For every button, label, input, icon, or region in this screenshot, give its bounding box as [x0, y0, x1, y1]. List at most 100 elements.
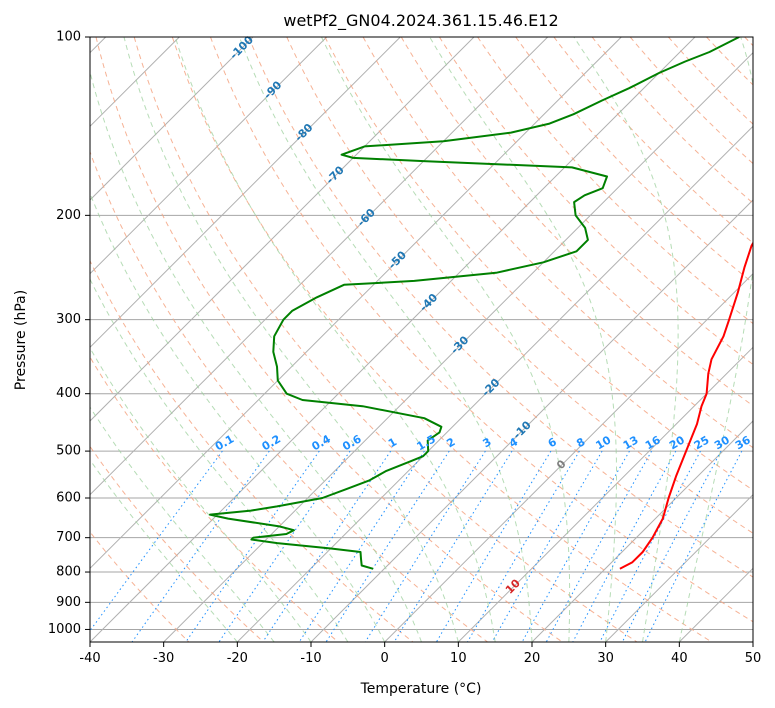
mixing-ratio-line: [325, 450, 450, 642]
axes: -40 -30 -20 -10 0 10 20 30 40 5010020030040050060…: [48, 30, 761, 667]
isotherm-line: [310, 199, 753, 642]
mixing-ratio-label: 0.2: [260, 432, 283, 453]
dry-adiabat: [438, 37, 753, 366]
y-tick-label: 200: [56, 208, 81, 223]
plot-frame: [89, 36, 754, 643]
dry-adiabat: [90, 531, 190, 642]
x-tick-label: 30: [597, 651, 614, 666]
dry-adiabat: [706, 37, 753, 86]
mixing-ratio-label: 30: [712, 433, 732, 452]
y-tick-label: 100: [56, 30, 81, 45]
dry-adiabat: [133, 37, 638, 642]
mixing-ratio-label: 0.6: [340, 432, 364, 453]
x-axis-label: Temperature (°C): [360, 681, 482, 697]
moist-adiabat: [90, 406, 275, 642]
chart-title: wetPf2_GN04.2024.361.15.46.E12: [283, 11, 558, 31]
mixing-ratio-line: [491, 450, 603, 642]
y-tick-label: 400: [56, 386, 81, 401]
mixing-ratio-label: 20: [667, 433, 687, 452]
mixing-ratio-label: 10: [594, 433, 614, 452]
mixing-ratio-line: [521, 450, 630, 642]
dry-adiabat: [90, 445, 264, 642]
mixing-ratio-line: [364, 450, 486, 642]
moist-adiabat: [573, 37, 679, 642]
mixing-ratio-line: [545, 450, 653, 642]
y-tick-label: 900: [56, 595, 81, 610]
isotherm-line: [90, 37, 475, 422]
x-tick-label: 0: [381, 651, 389, 666]
mixing-ratio-line: [298, 450, 425, 642]
mixing-ratio-line: [131, 450, 270, 642]
moist-adiabat: [321, 37, 571, 642]
isotherm-line: [90, 37, 549, 496]
moist-adiabat: [90, 70, 422, 642]
isotherm-line: [457, 346, 753, 642]
temperature-profile: [619, 241, 753, 570]
dry-adiabat: [90, 150, 488, 642]
moist-adiabat: [123, 37, 459, 642]
mixing-ratio-line: [621, 450, 722, 642]
moist-adiabat: [90, 459, 238, 642]
moist-adiabat: [90, 277, 349, 642]
y-tick-label: 500: [56, 444, 81, 459]
isotherm-line: [90, 37, 622, 570]
mixing-ratio-label: 1: [386, 435, 399, 450]
series-layer: [209, 37, 753, 570]
moist-adiabat: [174, 37, 496, 642]
dry-adiabat: [90, 259, 414, 642]
dewpoint-profile: [209, 37, 740, 570]
dry-adiabat: [591, 37, 753, 204]
y-tick-label: 600: [56, 491, 81, 506]
x-tick-label: -20: [227, 651, 248, 666]
x-tick-label: 40: [671, 651, 688, 666]
y-tick-label: 700: [56, 530, 81, 545]
dry-adiabat: [744, 37, 753, 47]
moist-adiabat: [238, 37, 533, 642]
mixing-ratio-line: [467, 450, 580, 642]
dry-adiabat: [248, 37, 753, 578]
moist-adiabat: [90, 347, 312, 642]
isotherm-line: [90, 37, 696, 642]
isotherm-line: [90, 37, 401, 349]
dry-adiabat: [362, 37, 753, 449]
dry-adiabat: [95, 37, 563, 642]
isotherm-line: [752, 641, 753, 642]
mixing-ratio-line: [218, 450, 351, 642]
dry-adiabat: [629, 37, 753, 165]
isotherm-line: [384, 272, 753, 642]
x-tick-label: 10: [450, 651, 467, 666]
mixing-ratio-line: [644, 450, 743, 642]
isotherm-line: [605, 493, 753, 642]
mixing-ratio-label: 0.1: [213, 432, 236, 453]
mixing-ratio-label: 6: [546, 435, 559, 450]
isotherm-line: [90, 37, 328, 275]
x-tick-label: -10: [300, 651, 321, 666]
x-tick-label: -40: [79, 651, 100, 666]
y-tick-label: 1000: [48, 622, 81, 637]
mixing-ratio-label: 13: [621, 433, 641, 452]
isotherm-line: [236, 125, 753, 642]
mixing-ratio-line: [599, 450, 701, 642]
isotherm-line: [90, 37, 254, 201]
isotherm-line: [531, 420, 753, 642]
dry-adiabat: [171, 37, 712, 642]
isotherm-line: [678, 567, 753, 642]
mixing-ratio-label: 16: [643, 433, 663, 452]
mixing-ratio-line: [262, 450, 392, 642]
y-tick-label: 300: [56, 312, 81, 327]
dry-adiabat: [477, 37, 753, 325]
y-tick-label: 800: [56, 565, 81, 580]
mixing-ratio-label: 2: [444, 435, 457, 450]
mixing-ratio-label: 3: [480, 435, 493, 450]
dry-adiabat: [90, 356, 339, 642]
x-tick-label: 50: [745, 651, 762, 666]
moist-adiabat: [90, 192, 386, 642]
dry-adiabat: [515, 37, 753, 284]
dry-adiabat: [210, 37, 753, 623]
mixing-ratio-line: [435, 450, 552, 642]
mixing-ratio-line: [572, 450, 677, 642]
mixing-ratio-line: [90, 450, 223, 632]
x-tick-label: -30: [153, 651, 174, 666]
mixing-ratio-label: 0.4: [310, 432, 334, 453]
